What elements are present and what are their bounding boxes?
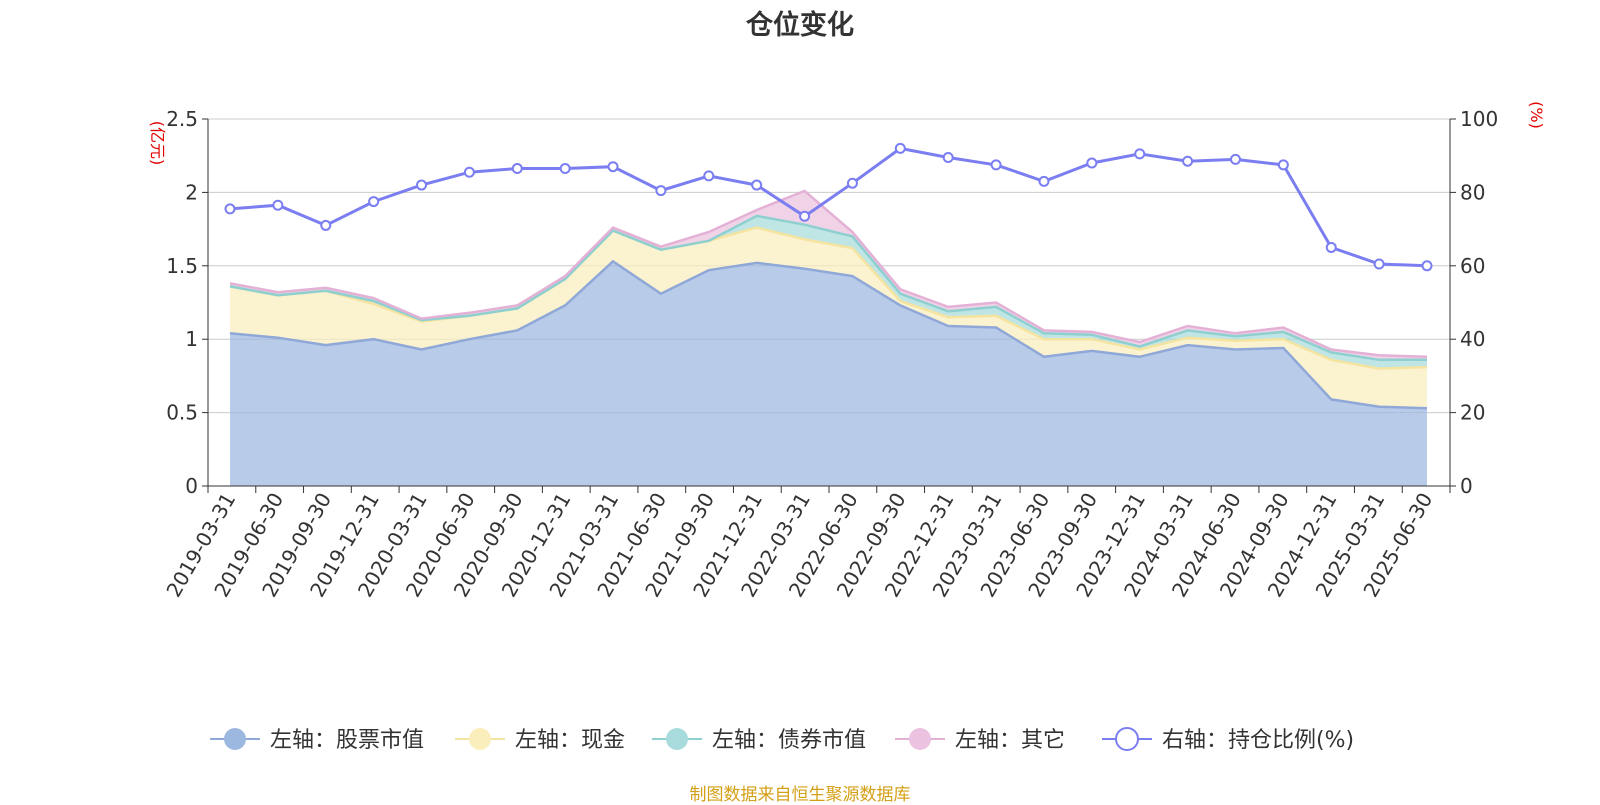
legend-item-bond: 左轴：债券市值 xyxy=(652,728,866,753)
ratio-point xyxy=(942,152,954,164)
area-cash xyxy=(230,227,1427,409)
legend-label: 左轴：股票市值 xyxy=(270,728,424,753)
ratio-point xyxy=(990,159,1002,171)
left-axis-tick-label: 1.5 xyxy=(166,254,198,278)
ratio-point xyxy=(1182,155,1194,167)
area-other xyxy=(230,190,1427,360)
area-stock xyxy=(230,261,1427,486)
data-source-footer: 制图数据来自恒生聚源数据库 xyxy=(689,785,911,805)
right-axis-unit: (%) xyxy=(1527,101,1546,129)
legend-marker xyxy=(1115,727,1139,751)
line-stock xyxy=(229,259,1428,410)
ratio-point xyxy=(463,166,475,178)
ratio-point xyxy=(1229,153,1241,165)
legend-item-cash: 左轴：现金 xyxy=(455,728,625,753)
ratio-point xyxy=(559,163,571,175)
ratio-line-series xyxy=(224,142,1433,272)
legend-item-stock: 左轴：股票市值 xyxy=(210,728,424,753)
right-axis-tick-label: 40 xyxy=(1460,327,1485,351)
right-axis-tick-label: 80 xyxy=(1460,180,1485,204)
line-bond xyxy=(229,214,1427,362)
legend-item-other: 左轴：其它 xyxy=(895,728,1065,753)
legend: 左轴：股票市值 左轴：现金 左轴：债券市值 左轴：其它 右轴：持仓比例(%) xyxy=(210,727,1354,753)
legend-marker xyxy=(224,728,246,750)
ratio-point xyxy=(272,199,284,211)
ratio-point xyxy=(1134,148,1146,160)
legend-marker xyxy=(469,728,491,750)
ratio-point xyxy=(511,163,523,175)
ratio-point xyxy=(416,179,428,191)
line-other xyxy=(229,189,1428,359)
area-layers xyxy=(230,190,1427,486)
left-axis-unit: (亿元) xyxy=(148,121,167,166)
right-axis-tick-label: 100 xyxy=(1460,107,1498,131)
line-ratio xyxy=(229,146,1428,268)
left-axis-tick-label: 0.5 xyxy=(166,401,198,425)
area-outlines xyxy=(229,189,1428,410)
legend-label: 左轴：债券市值 xyxy=(712,728,866,753)
ratio-point xyxy=(1038,175,1050,187)
left-axis-tick-label: 0 xyxy=(185,474,198,498)
ratio-point xyxy=(224,203,236,215)
ratio-point xyxy=(1325,241,1337,253)
right-axis-tick-label: 60 xyxy=(1460,254,1485,278)
legend-label: 右轴：持仓比例(%) xyxy=(1162,728,1354,753)
right-axis-tick-label: 20 xyxy=(1460,401,1485,425)
ratio-point xyxy=(655,185,667,197)
right-axis-tick-label: 0 xyxy=(1460,474,1473,498)
legend-label: 左轴：其它 xyxy=(955,728,1065,753)
left-axis-tick-label: 2 xyxy=(185,180,198,204)
legend-marker xyxy=(909,728,931,750)
ratio-point xyxy=(799,210,811,222)
ratio-point xyxy=(1373,258,1385,270)
left-axis-tick-label: 2.5 xyxy=(166,107,198,131)
legend-marker xyxy=(666,728,688,750)
ratio-point xyxy=(846,177,858,189)
ratio-point xyxy=(703,170,715,182)
left-axis-tick-label: 1 xyxy=(185,327,198,351)
ratio-point xyxy=(1277,159,1289,171)
ratio-point xyxy=(1421,260,1433,272)
ratio-point xyxy=(368,196,380,208)
ratio-point xyxy=(1086,157,1098,169)
legend-label: 左轴：现金 xyxy=(515,728,625,753)
chart-title: 仓位变化 xyxy=(745,9,854,41)
ratio-point xyxy=(751,179,763,191)
legend-item-ratio: 右轴：持仓比例(%) xyxy=(1102,727,1354,753)
ratio-point xyxy=(894,142,906,154)
ratio-point xyxy=(320,219,332,231)
ratio-point xyxy=(607,161,619,173)
